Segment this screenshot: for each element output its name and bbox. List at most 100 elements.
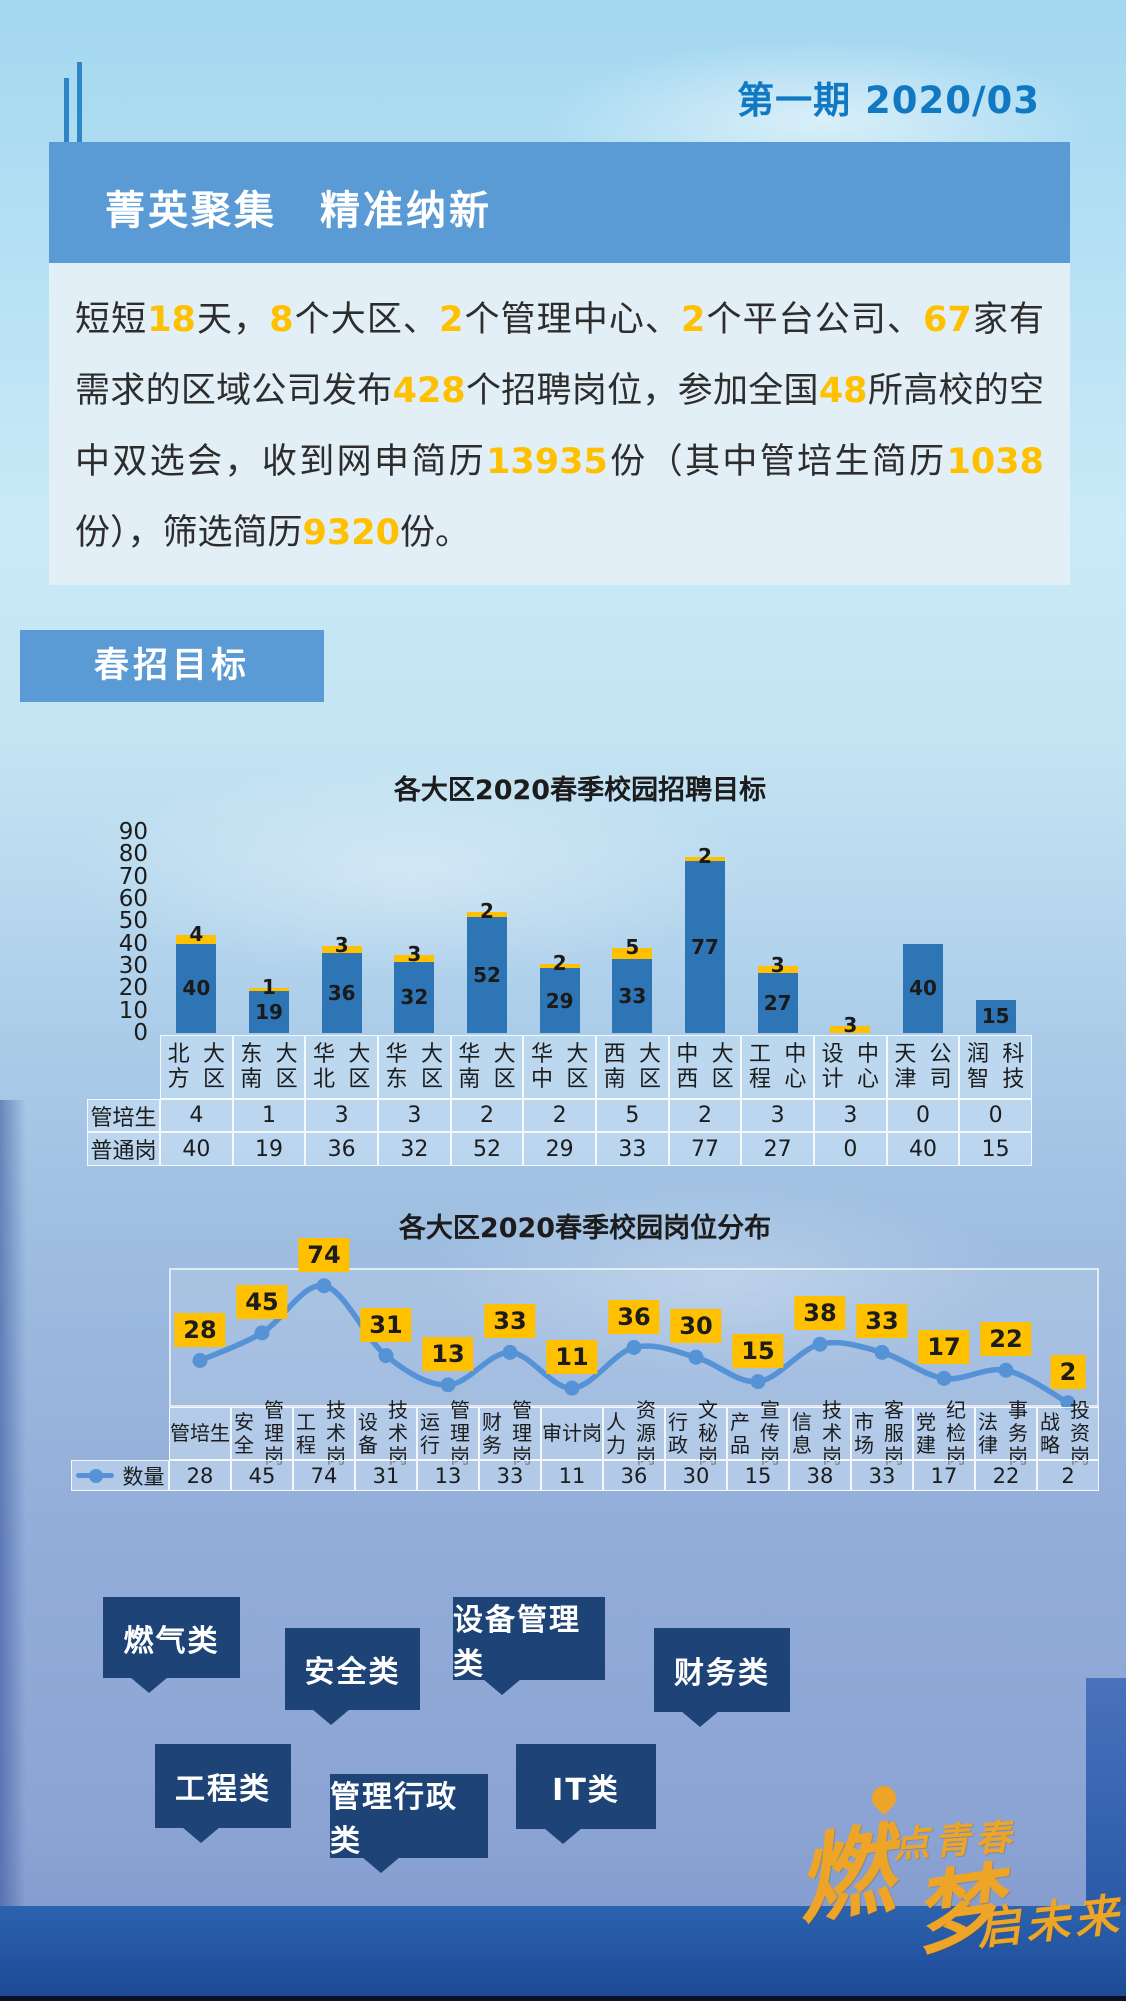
bar-segment-regular <box>539 968 580 1033</box>
page-title: 菁英聚集 精准纳新 <box>105 188 492 234</box>
left-edge-strip <box>0 1100 26 1906</box>
title-banner: 菁英聚集 精准纳新 <box>49 142 1070 263</box>
job-category-tag: 财务类 <box>654 1628 790 1727</box>
bar-value-regular: 32 <box>400 985 429 1010</box>
intro-highlight-number: 8 <box>269 300 294 340</box>
line-chart-point <box>564 1380 580 1396</box>
bar-table-value-cell: 40 <box>160 1132 233 1166</box>
bar-segment-regular <box>467 916 507 1033</box>
line-table-category-cell: 审计岗 <box>541 1407 603 1460</box>
line-table-category-cell: 信息 技术岗 <box>789 1399 851 1468</box>
line-chart-data-label: 28 <box>174 1312 226 1347</box>
intro-text-segment: 份。 <box>399 513 470 553</box>
bar-value-regular: 15 <box>981 1004 1010 1029</box>
intro-highlight-number: 48 <box>818 371 868 411</box>
line-chart-point <box>378 1348 394 1364</box>
line-chart-point <box>316 1278 332 1294</box>
bar-table-value-cell: 2 <box>668 1099 742 1132</box>
intro-highlight-number: 67 <box>923 300 972 340</box>
right-edge-strip <box>1086 1678 1126 1906</box>
line-chart-point <box>192 1353 208 1368</box>
bar-value-regular: 52 <box>473 962 501 987</box>
line-chart-data-label: 33 <box>484 1304 536 1339</box>
bar-table-category-cell: 北方 大区 <box>160 1035 233 1099</box>
line-chart-point <box>626 1340 642 1355</box>
bar-value-trainee: 3 <box>334 932 349 957</box>
bar-segment-trainee <box>830 1026 871 1033</box>
line-chart-point <box>874 1344 890 1360</box>
line-chart-legend-cell: 数量 <box>71 1460 169 1491</box>
line-table-value-cell: 2 <box>1037 1460 1099 1491</box>
intro-highlight-number: 18 <box>147 300 196 340</box>
line-chart-point <box>688 1349 704 1365</box>
bar-table-value-cell: 33 <box>596 1132 669 1166</box>
bar-table-value-cell: 15 <box>959 1132 1032 1166</box>
line-table-value-cell: 33 <box>479 1460 541 1491</box>
line-chart-data-label: 36 <box>608 1299 660 1334</box>
bar-segment-regular <box>685 861 725 1033</box>
line-chart-point <box>502 1344 518 1360</box>
bar-chart-ytick: 0 <box>133 1020 148 1046</box>
job-category-tag: 安全类 <box>285 1628 420 1725</box>
bar-value-regular: 29 <box>545 988 574 1013</box>
bar-chart-ytick: 30 <box>118 953 148 979</box>
bar-value-trainee: 2 <box>698 843 712 868</box>
bar-table-category-cell: 华北 大区 <box>305 1035 378 1099</box>
line-table-category-cell: 工程 技术岗 <box>293 1399 355 1468</box>
bar-chart-ytick: 20 <box>118 975 148 1002</box>
line-chart-point <box>936 1370 952 1386</box>
bar-segment-regular <box>176 943 217 1033</box>
bar-table-value-cell: 0 <box>959 1099 1032 1132</box>
bar-value-trainee: 3 <box>770 953 785 977</box>
line-table-value-cell: 22 <box>975 1460 1037 1491</box>
bar-chart-ytick: 80 <box>118 841 148 868</box>
section-banner: 春招目标 <box>20 630 324 702</box>
intro-highlight-number: 2 <box>439 300 464 340</box>
bar-table-value-cell: 1 <box>232 1099 306 1132</box>
bar-value-regular: 40 <box>909 976 937 1001</box>
bar-table-value-cell: 19 <box>232 1132 306 1166</box>
intro-text-segment: 短短 <box>75 300 148 340</box>
bar-segment-trainee <box>176 934 217 944</box>
intro-highlight-number: 9320 <box>302 513 400 553</box>
line-chart-data-label: 11 <box>546 1340 598 1375</box>
line-chart-data-label: 17 <box>918 1330 970 1365</box>
bar-segment-regular <box>612 959 653 1033</box>
bar-segment-trainee <box>321 945 362 953</box>
bar-segment-regular <box>321 952 362 1033</box>
line-chart-data-label: 15 <box>732 1333 784 1368</box>
bottom-band <box>0 1906 1126 2001</box>
bar-table-value-cell: 36 <box>305 1132 378 1166</box>
bar-value-trainee: 1 <box>262 975 276 1000</box>
bar-segment-regular <box>757 972 798 1033</box>
bar-value-trainee: 2 <box>552 950 567 975</box>
job-category-tag: 设备管理类 <box>453 1597 605 1695</box>
line-chart-data-label: 31 <box>360 1307 412 1342</box>
bar-table-value-cell: 27 <box>741 1132 814 1166</box>
bar-chart-title: 各大区2020春季校园招聘目标 <box>393 775 767 806</box>
line-table-value-cell: 30 <box>665 1460 727 1491</box>
bar-table-value-cell: 3 <box>814 1099 887 1132</box>
line-table-category-cell: 市场 客服岗 <box>851 1399 913 1468</box>
bar-table-category-cell: 工程 中心 <box>741 1035 814 1099</box>
bar-value-regular: 77 <box>691 935 719 960</box>
bar-table-value-cell: 3 <box>378 1099 451 1132</box>
bar-value-regular: 33 <box>618 984 647 1009</box>
bar-table-category-cell: 华中 大区 <box>523 1035 596 1099</box>
line-table-category-cell: 设备 技术岗 <box>355 1399 417 1468</box>
line-marker-icon <box>75 1468 114 1483</box>
intro-highlight-number: 1038 <box>946 442 1044 482</box>
job-category-tag: IT类 <box>516 1744 656 1844</box>
bar-value-trainee: 3 <box>843 1013 858 1038</box>
bar-table-category-cell: 设计 中心 <box>814 1035 887 1099</box>
bar-segment-trainee <box>757 966 798 973</box>
bar-value-regular: 40 <box>182 976 211 1001</box>
line-chart-data-label: 33 <box>856 1304 908 1339</box>
bar-table-category-cell: 润智 科技 <box>959 1035 1032 1099</box>
line-table-value-cell: 17 <box>913 1460 975 1491</box>
bar-table-value-cell: 0 <box>814 1132 887 1166</box>
line-table-value-cell: 38 <box>789 1460 851 1491</box>
bar-chart-ytick: 10 <box>118 997 148 1024</box>
bar-table-value-cell: 52 <box>450 1132 524 1166</box>
bar-table-row-label: 管培生 <box>87 1099 160 1132</box>
